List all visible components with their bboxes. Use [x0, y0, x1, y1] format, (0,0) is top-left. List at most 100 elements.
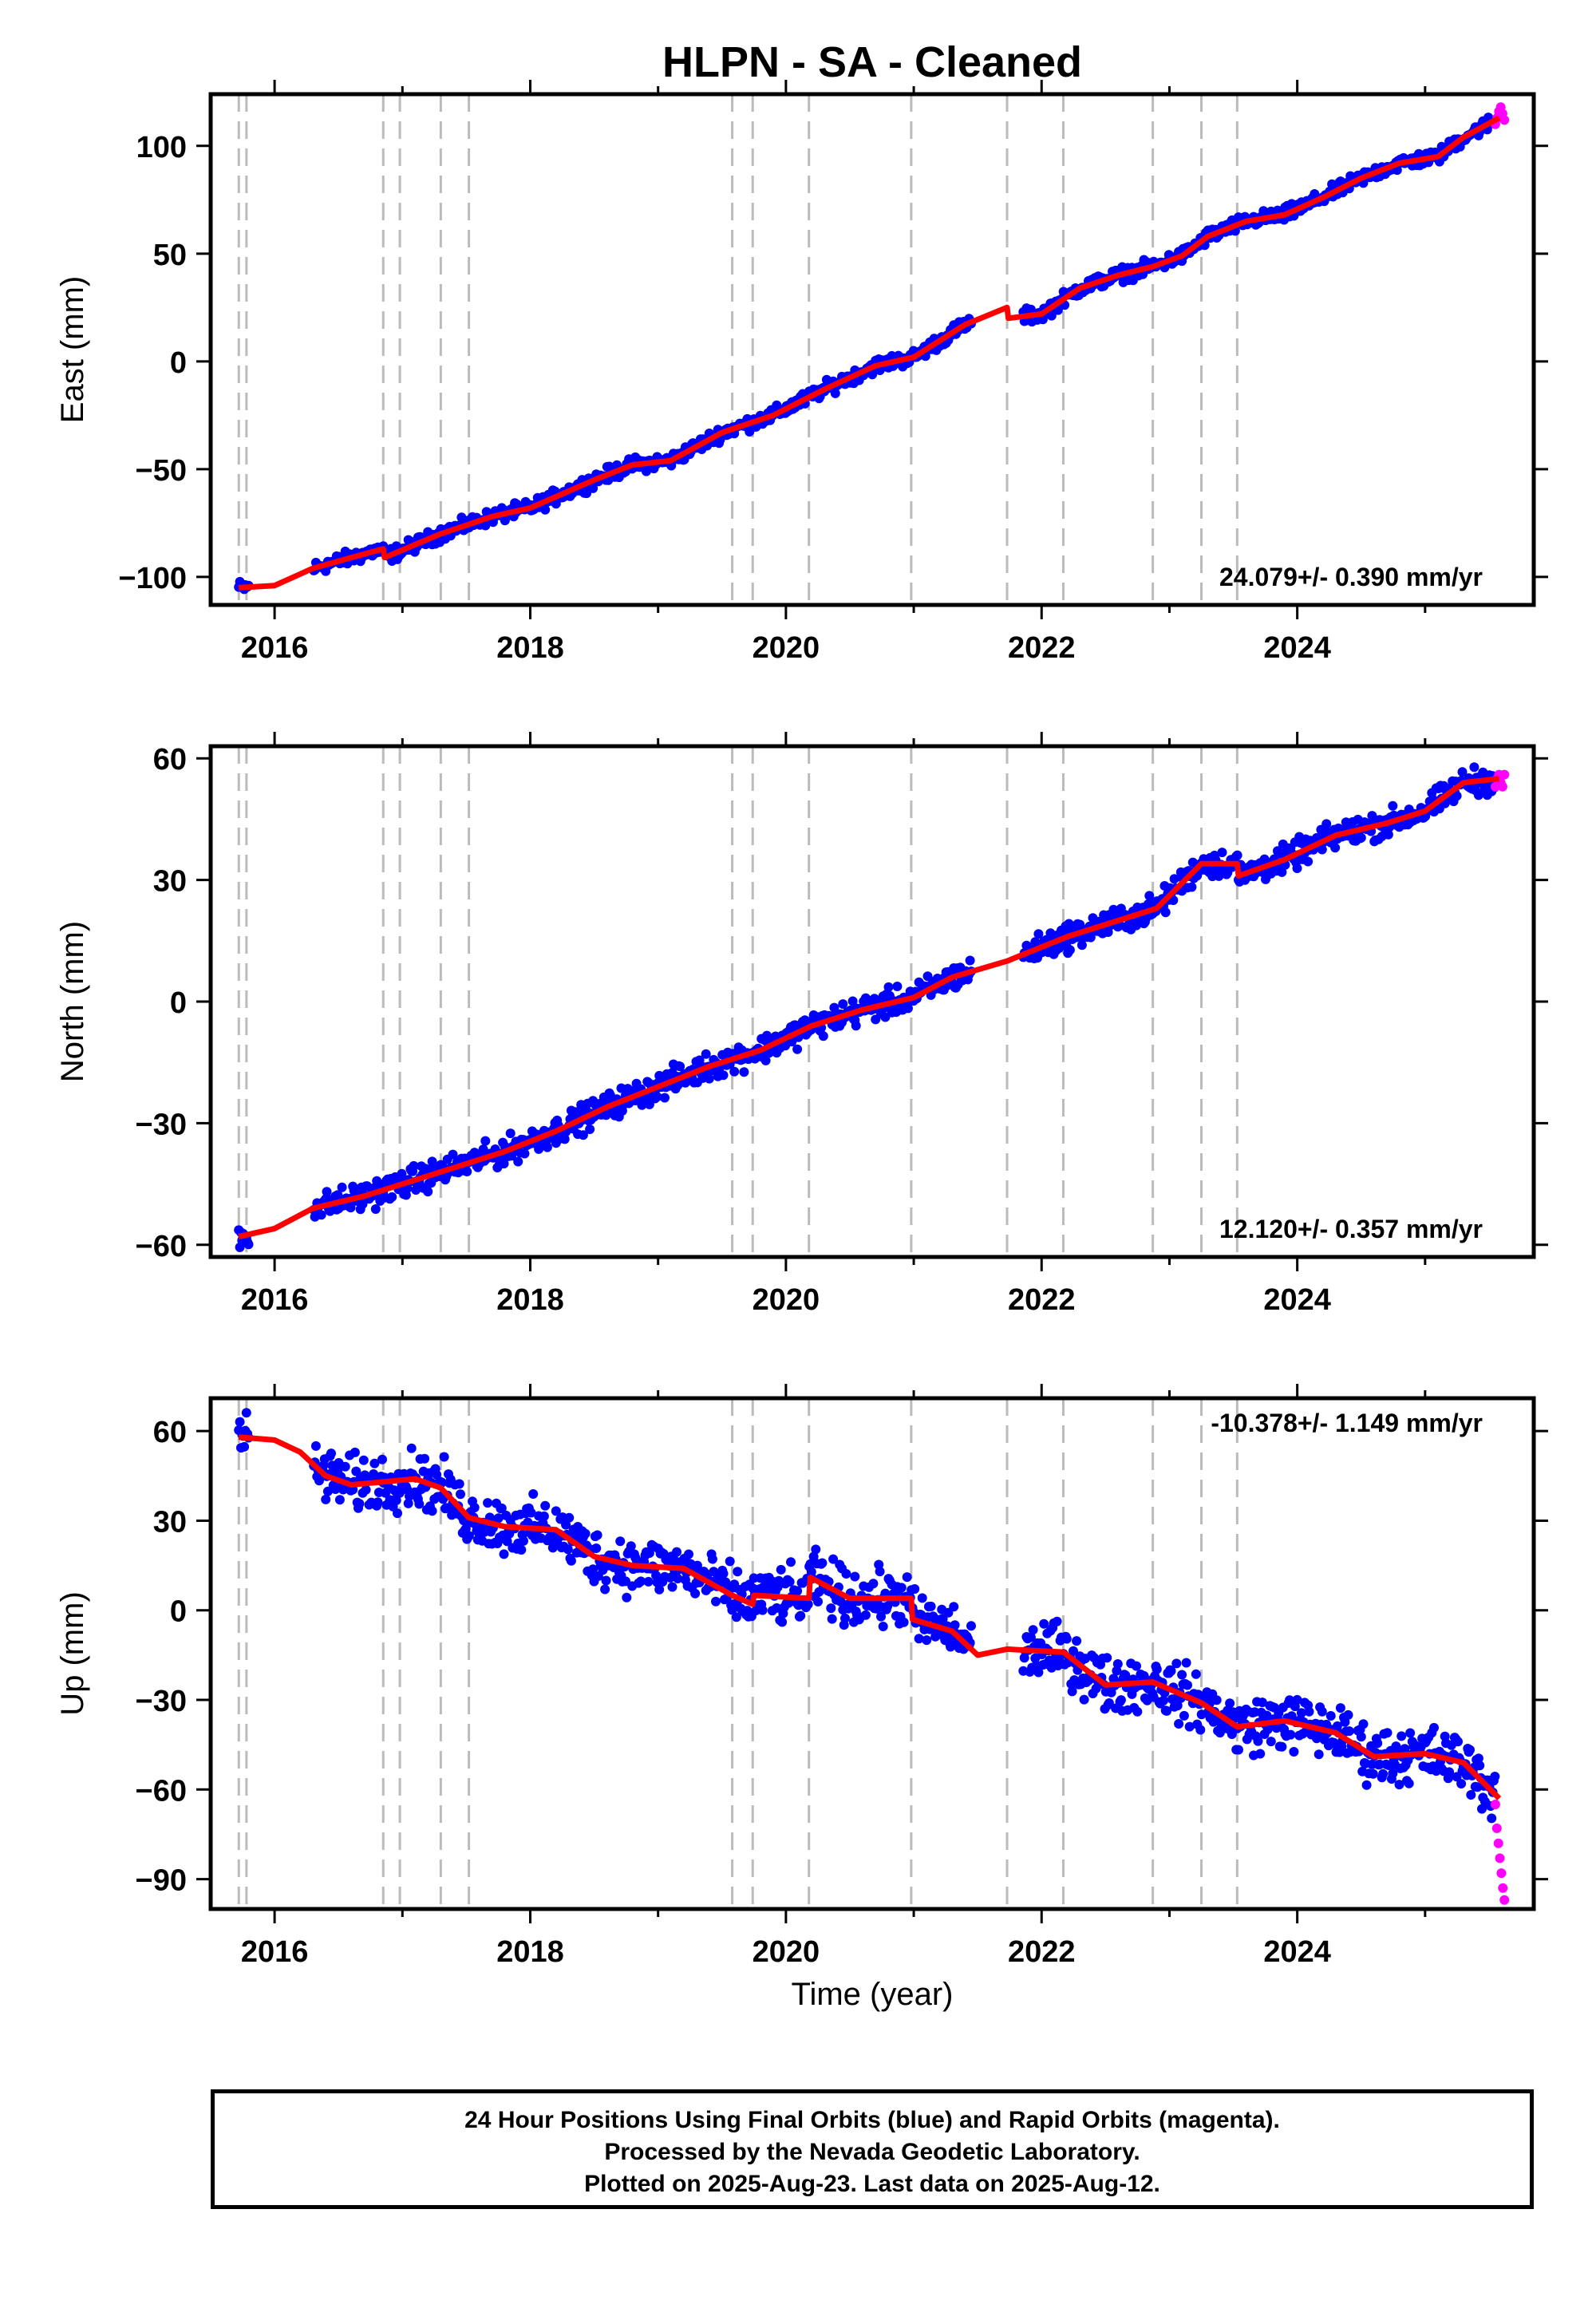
data-point	[241, 1408, 251, 1418]
data-point	[1292, 864, 1302, 873]
data-point	[1317, 844, 1327, 855]
data-point	[464, 1531, 474, 1541]
data-point	[1405, 1728, 1416, 1738]
data-point	[330, 1484, 341, 1494]
data-point	[414, 1499, 425, 1509]
data-point	[334, 1495, 345, 1505]
data-point	[718, 1568, 729, 1579]
data-point	[1028, 1625, 1038, 1635]
data-point	[483, 1498, 493, 1508]
data-point	[1340, 1717, 1350, 1727]
data-point	[838, 999, 848, 1010]
panel-north: 2016 2018 2020 2022 2024 −60 −30 0 30 60 North (mm…	[55, 732, 1548, 1317]
data-point	[660, 1093, 670, 1103]
data-point	[460, 1524, 471, 1534]
data-point	[358, 1455, 369, 1465]
data-point	[792, 1586, 803, 1596]
data-point	[725, 1556, 735, 1567]
y-tick-label: 0	[170, 346, 187, 380]
data-point	[1232, 850, 1242, 860]
data-point	[1266, 1737, 1276, 1747]
data-point	[369, 1458, 380, 1468]
plot-frame	[208, 92, 1536, 607]
data-point	[704, 1073, 714, 1084]
data-point	[439, 1452, 449, 1462]
data-point	[1382, 1728, 1393, 1738]
data-point	[1465, 1745, 1475, 1755]
data-point	[1132, 1661, 1141, 1671]
data-point	[1171, 1658, 1182, 1669]
data-point	[950, 1620, 960, 1630]
data-point	[540, 504, 551, 515]
data-point	[1473, 1753, 1483, 1764]
data-point	[1191, 1669, 1201, 1679]
final-orbit-points	[234, 113, 1500, 595]
data-point	[585, 1124, 595, 1134]
data-point	[1054, 943, 1065, 953]
data-point	[314, 1476, 324, 1486]
data-point	[1356, 832, 1366, 843]
data-point	[1112, 1659, 1123, 1669]
data-point	[1067, 1686, 1077, 1697]
data-point	[454, 1479, 464, 1489]
data-point	[922, 1635, 932, 1646]
data-point	[354, 1499, 365, 1509]
velocity-rate-label: 12.120+/- 0.357 mm/yr	[1219, 1215, 1483, 1243]
data-point	[827, 1614, 837, 1624]
data-point	[578, 1130, 588, 1140]
x-tick-label: 2016	[241, 631, 309, 665]
y-tick-label: −100	[118, 562, 187, 595]
data-point	[1303, 856, 1314, 867]
data-point	[615, 1536, 626, 1547]
data-point	[1404, 1778, 1414, 1788]
footer-line-processor: Processed by the Nevada Geodetic Laborat…	[604, 2139, 1140, 2165]
y-tick-label: 0	[170, 986, 187, 1020]
data-point	[840, 1613, 850, 1623]
data-point	[1373, 1738, 1383, 1749]
data-point	[580, 1528, 591, 1539]
data-point	[397, 1168, 407, 1179]
data-point	[516, 1545, 527, 1555]
data-point	[949, 1602, 959, 1612]
data-point	[239, 1441, 250, 1452]
y-tick-label: 30	[153, 1505, 187, 1539]
rapid-point	[1499, 1895, 1510, 1905]
x-tick-label: 2018	[496, 631, 564, 665]
data-point	[883, 982, 894, 992]
data-point	[684, 1549, 693, 1559]
data-point	[235, 1417, 245, 1427]
plot-frame	[208, 1396, 1536, 1911]
data-point	[539, 1511, 549, 1521]
data-point	[582, 488, 591, 499]
data-point	[826, 1603, 836, 1614]
data-point	[1211, 1695, 1222, 1705]
data-point	[1144, 891, 1155, 901]
data-point	[1344, 1726, 1354, 1737]
data-point	[966, 1621, 976, 1631]
data-point	[563, 1544, 573, 1555]
data-point	[830, 388, 840, 398]
data-point	[1469, 762, 1479, 773]
data-point	[1277, 1741, 1287, 1752]
velocity-rate-label: -10.378+/- 1.149 mm/yr	[1211, 1409, 1483, 1437]
data-point	[513, 1156, 523, 1167]
data-point	[423, 1187, 433, 1197]
data-point	[690, 1588, 701, 1599]
data-point	[469, 1503, 480, 1512]
data-point	[1072, 1636, 1082, 1646]
y-tick-label: −30	[136, 1108, 187, 1141]
y-tick-label: 100	[136, 131, 187, 164]
velocity-rate-label: 24.079+/- 0.390 mm/yr	[1219, 563, 1483, 591]
y-tick-label: 0	[170, 1595, 187, 1629]
rapid-orbit-points	[1490, 102, 1510, 129]
y-tick-label: 60	[153, 1416, 187, 1449]
data-point	[622, 1592, 632, 1603]
data-point	[860, 1610, 871, 1620]
rapid-orbit-points	[1490, 1800, 1510, 1905]
y-tick-label: −90	[136, 1864, 187, 1898]
data-point	[361, 1181, 372, 1192]
rapid-point	[1499, 115, 1510, 125]
y-tick-label: 60	[153, 743, 187, 777]
data-point	[310, 1441, 321, 1451]
